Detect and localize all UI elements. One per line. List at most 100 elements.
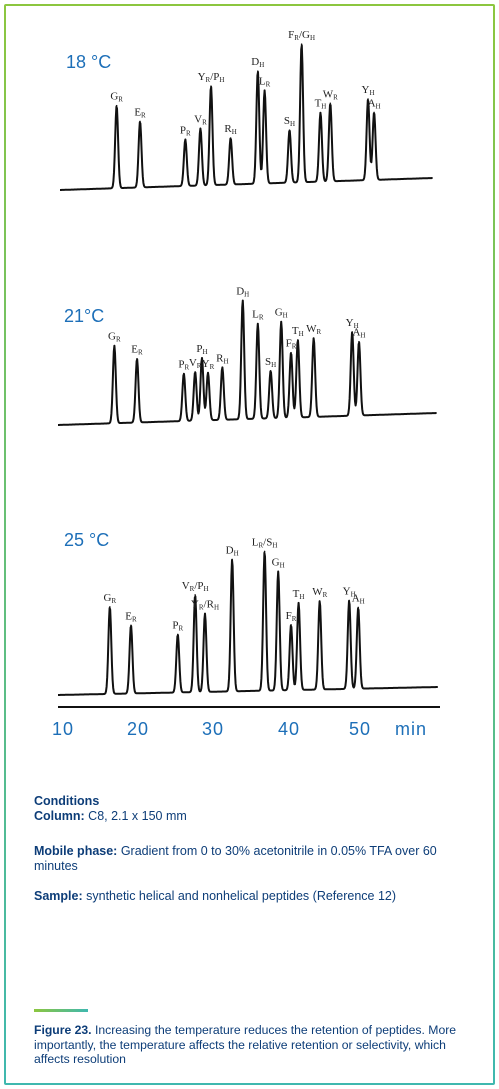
mobile-phase-block: Mobile phase: Gradient from 0 to 30% ace… xyxy=(34,844,439,874)
peak-label: FR xyxy=(286,338,297,351)
peak-apex xyxy=(319,111,322,114)
mobile-phase-label: Mobile phase: xyxy=(34,844,118,858)
peak-label: VR xyxy=(194,113,207,126)
peak-label: SH xyxy=(265,356,276,369)
conditions-heading: Conditions xyxy=(34,794,100,808)
peak-apex xyxy=(263,89,266,92)
peak-label: TH xyxy=(293,588,305,601)
sample-value: synthetic helical and nonhelical peptide… xyxy=(82,889,397,903)
peak-label: ER xyxy=(134,106,146,119)
peak-label: LR/SH xyxy=(252,536,278,549)
peak-apex xyxy=(109,606,111,608)
peak-apex xyxy=(348,599,350,602)
peak-apex xyxy=(357,606,360,609)
peak-apex xyxy=(201,357,203,359)
peak-apex xyxy=(194,371,196,373)
peak-label: LR xyxy=(259,75,271,88)
peak-label: AH xyxy=(352,592,365,605)
peak-label: GR xyxy=(108,331,121,344)
peak-apex xyxy=(183,372,185,375)
peak-apex xyxy=(257,322,259,325)
x-tick-label: 30 xyxy=(202,719,224,739)
peak-apex xyxy=(139,120,141,123)
sample-label: Sample: xyxy=(34,889,83,903)
peak-apex xyxy=(194,594,196,596)
peak-apex xyxy=(312,337,315,339)
peak-apex xyxy=(263,550,266,553)
peak-label: VR xyxy=(189,357,202,370)
peak-apex xyxy=(318,600,321,602)
figure-frame xyxy=(4,4,495,1085)
peak-apex xyxy=(300,43,303,46)
peak-apex xyxy=(241,299,244,302)
peak-apex xyxy=(257,70,259,72)
conditions-block: Conditions Column: C8, 2.1 x 150 mm xyxy=(34,794,454,824)
column-line: Column: C8, 2.1 x 150 mm xyxy=(34,809,454,824)
x-axis-unit: min xyxy=(395,719,427,739)
column-value: C8, 2.1 x 150 mm xyxy=(84,809,187,823)
peak-apex xyxy=(290,624,292,626)
x-axis: 10 20 30 40 50 min xyxy=(52,706,440,739)
sample-block: Sample: synthetic helical and nonhelical… xyxy=(34,889,424,904)
mobile-phase-value: Gradient from 0 to 30% acetonitrile in 0… xyxy=(34,844,437,873)
peak-apex xyxy=(297,602,300,604)
chromatogram-trace xyxy=(59,44,433,191)
figure-caption: Figure 23. Increasing the temperature re… xyxy=(34,1023,469,1067)
peak-label: ER xyxy=(131,344,143,357)
panel-title-18: 18 °C xyxy=(66,52,111,72)
peak-apex xyxy=(288,129,291,131)
peak-label: ER xyxy=(125,610,137,623)
panel-title-21: 21°C xyxy=(64,306,104,326)
peak-label: TH xyxy=(292,325,304,338)
peak-label: AH xyxy=(368,97,381,110)
peak-label: GR xyxy=(104,592,117,605)
peak-apex xyxy=(329,102,332,105)
caption-rule xyxy=(34,1009,88,1012)
peak-label: PR xyxy=(178,359,189,372)
peak-apex xyxy=(297,339,299,341)
x-tick-label: 50 xyxy=(349,719,371,739)
peak-label: YR/RH xyxy=(191,599,219,612)
peak-apex xyxy=(204,612,206,615)
peak-apex xyxy=(269,369,272,372)
peak-label: GR xyxy=(110,91,123,104)
peak-apex xyxy=(207,371,209,374)
peak-label: YH xyxy=(346,317,359,330)
peak-label: RH xyxy=(224,123,236,136)
peak-apex xyxy=(280,320,283,323)
peak-label: YR/PH xyxy=(198,71,225,84)
peak-label: RH xyxy=(216,352,228,365)
peak-label: YR xyxy=(202,358,215,371)
peak-apex xyxy=(130,624,132,627)
peak-apex xyxy=(229,137,232,139)
column-label: Column: xyxy=(34,809,85,823)
peak-apex xyxy=(367,98,369,100)
peak-apex xyxy=(290,351,292,354)
peak-apex xyxy=(351,331,353,333)
peak-label: VR/PH xyxy=(182,580,209,593)
peak-apex xyxy=(231,558,233,561)
caption-label: Figure 23. xyxy=(34,1023,92,1037)
peak-apex xyxy=(113,344,116,347)
chromatogram-chart: 18 °C 21°C 25 °C GRERPRVRYR/PHRHDHLRSHFR… xyxy=(52,29,440,739)
peak-label: GH xyxy=(272,556,285,569)
peak-label: YH xyxy=(362,84,375,97)
peak-apex xyxy=(358,340,360,343)
caption-text: Increasing the temperature reduces the r… xyxy=(34,1023,457,1066)
peak-label: WR xyxy=(306,323,321,336)
peak-label: TH xyxy=(315,98,327,111)
peak-apex xyxy=(373,111,375,114)
peak-label: WR xyxy=(312,586,327,599)
peak-label: AH xyxy=(352,327,365,340)
x-tick-label: 20 xyxy=(127,719,149,739)
peak-label: WR xyxy=(323,88,338,101)
peak-apex xyxy=(136,357,138,360)
x-tick-label: 10 xyxy=(52,719,74,739)
peak-apex xyxy=(184,138,187,141)
peak-label: LR xyxy=(252,309,264,322)
peak-label: GH xyxy=(275,307,288,320)
peak-label: DH xyxy=(236,285,249,298)
